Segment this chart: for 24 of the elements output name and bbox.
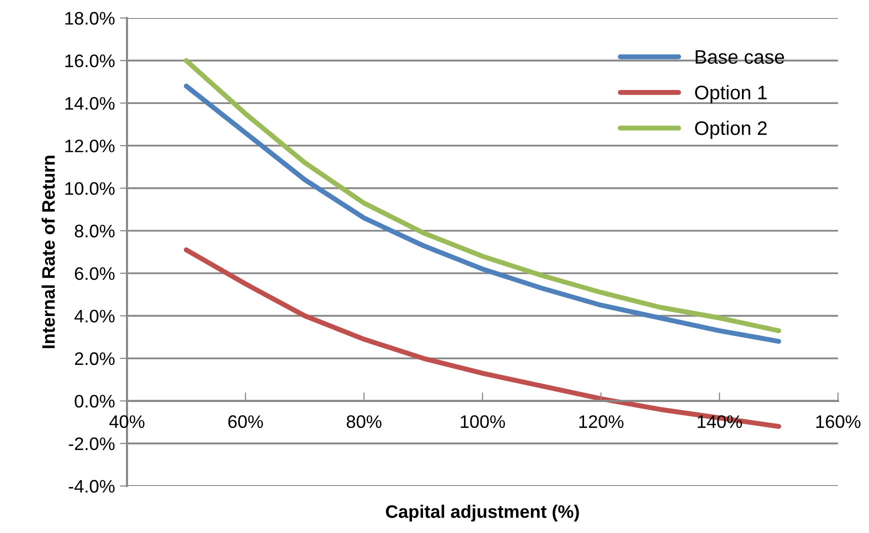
y-tick-label: 16.0% [65, 54, 115, 68]
x-tick-label: 80% [346, 415, 382, 428]
legend-label: Option 2 [695, 120, 767, 139]
y-tick-label: 8.0% [74, 224, 115, 238]
y-tick-label: 14.0% [65, 97, 115, 110]
x-axis-title: Capital adjustment (%) [386, 504, 579, 522]
y-tick-label: 12.0% [65, 140, 115, 152]
y-tick-label: 0.0% [74, 394, 115, 408]
y-tick-label: -2.0% [68, 437, 115, 450]
y-tick-label: 10.0% [65, 182, 115, 195]
legend-label: Base case [696, 50, 784, 64]
x-tick-label: 120% [579, 415, 624, 428]
y-tick-label: -4.0% [68, 480, 115, 493]
y-tick-label: 4.0% [74, 310, 115, 323]
line-series [184, 247, 782, 429]
x-tick-label: 100% [460, 415, 505, 428]
y-tick-label: 6.0% [74, 267, 115, 280]
legend-label: Option 1 [695, 85, 767, 104]
y-axis-title: Internal Rate of Return [42, 156, 55, 348]
y-tick-label: 2.0% [74, 352, 115, 366]
y-tick-label: 18.0% [65, 12, 115, 25]
x-tick-label: 40% [109, 415, 144, 428]
x-tick-label: 160% [816, 415, 860, 428]
x-tick-label: 60% [228, 415, 263, 428]
